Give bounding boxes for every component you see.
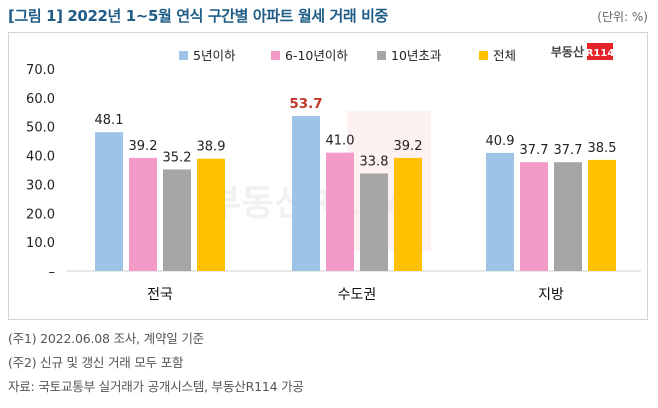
y-tick-label: – [49, 265, 56, 280]
y-tick-label: 70.0 [26, 63, 55, 78]
x-tick-label: 전국 [147, 287, 173, 303]
bar [129, 157, 157, 271]
data-label: 39.2 [129, 139, 158, 154]
x-tick-label: 수도권 [338, 287, 377, 303]
footnote-1: (주1) 2022.06.08 조사, 계약일 기준 [8, 331, 204, 346]
legend-swatch [271, 51, 280, 60]
data-label: 39.2 [394, 139, 423, 154]
y-tick-label: 40.0 [26, 150, 55, 165]
bar [554, 162, 582, 271]
data-label: 38.9 [197, 140, 226, 155]
y-tick-label: 50.0 [26, 121, 55, 136]
bar [326, 152, 354, 271]
legend-label: 6-10년이하 [285, 48, 348, 63]
bar-chart: 부동산R114부동산R114–10.020.030.040.050.060.07… [26, 43, 641, 303]
bar [394, 157, 422, 271]
bar [520, 162, 548, 271]
legend-label: 10년초과 [391, 48, 442, 63]
bar [163, 169, 191, 271]
bar [197, 158, 225, 271]
data-label: 38.5 [588, 141, 617, 156]
chart-title: [그림 1] 2022년 1~5월 연식 구간별 아파트 월세 거래 비중 [8, 7, 388, 25]
legend-swatch [179, 51, 188, 60]
unit-label: (단위: %) [597, 10, 648, 24]
brand-logo-badge-text: R114 [586, 48, 615, 59]
bar [486, 152, 514, 271]
y-tick-label: 60.0 [26, 92, 55, 107]
data-label: 37.7 [520, 143, 549, 158]
y-tick-label: 10.0 [26, 236, 55, 251]
y-tick-label: 30.0 [26, 178, 55, 193]
data-label: 35.2 [163, 150, 192, 165]
bar [360, 173, 388, 271]
legend-label: 5년이하 [193, 48, 236, 63]
data-label: 53.7 [289, 96, 322, 112]
data-label: 40.9 [486, 134, 515, 149]
bar [95, 132, 123, 271]
data-label: 33.8 [360, 154, 389, 169]
footnotes: (주1) 2022.06.08 조사, 계약일 기준 (주2) 신규 및 갱신 … [8, 327, 304, 399]
bar [292, 116, 320, 271]
data-label: 37.7 [554, 143, 583, 158]
legend-swatch [479, 51, 488, 60]
source-note: 자료: 국토교통부 실거래가 공개시스템, 부동산R114 가공 [8, 379, 304, 394]
data-label: 41.0 [326, 134, 355, 149]
x-tick-label: 지방 [538, 287, 564, 303]
y-tick-label: 20.0 [26, 207, 55, 222]
bar [588, 159, 616, 271]
data-label: 48.1 [95, 113, 124, 128]
brand-logo-text: 부동산 [551, 44, 584, 59]
brand-logo-badge [587, 43, 613, 60]
chart-frame: 부동산R114부동산R114–10.020.030.040.050.060.07… [8, 32, 648, 320]
footnote-2: (주2) 신규 및 갱신 거래 모두 포함 [8, 355, 184, 370]
legend-swatch [377, 51, 386, 60]
legend-label: 전체 [493, 48, 516, 63]
